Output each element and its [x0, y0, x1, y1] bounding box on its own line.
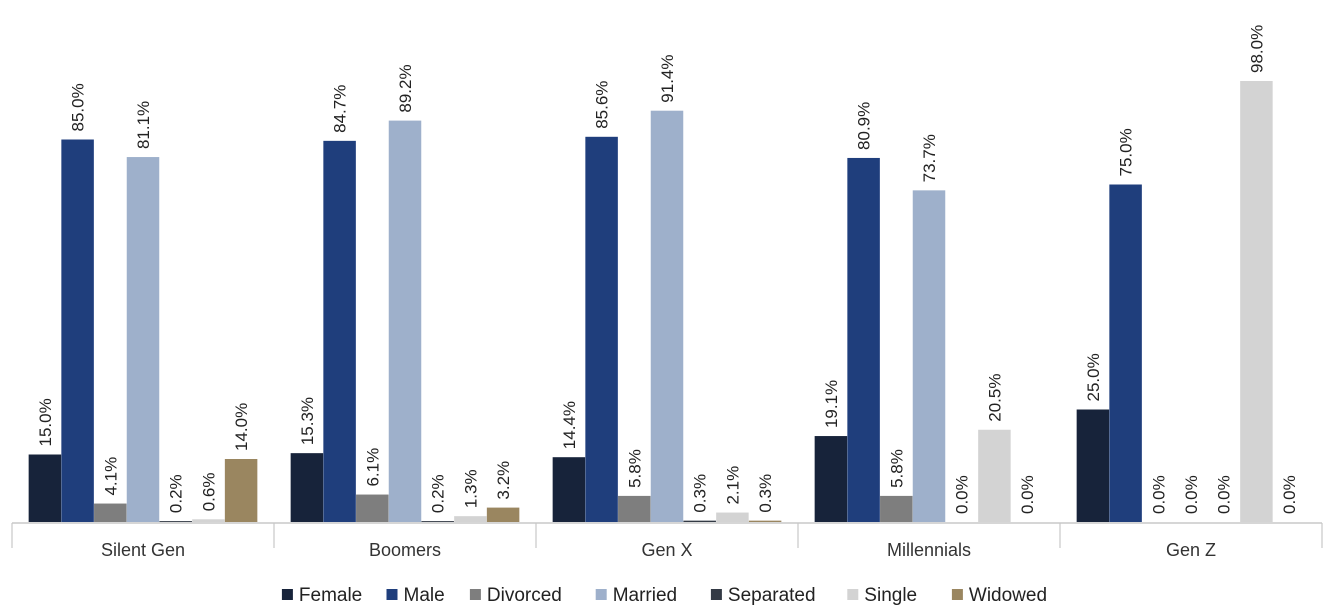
value-label-gen-z-divorced: 0.0%	[1149, 475, 1168, 514]
bar-silent-gen-separated	[159, 521, 192, 522]
value-label-silent-gen-male: 85.0%	[69, 83, 88, 131]
bar-gen-x-divorced	[618, 495, 651, 522]
bar-millennials-female	[814, 436, 848, 522]
category-label-gen-z: Gen Z	[1166, 540, 1216, 560]
bar-millennials-single	[978, 429, 1011, 522]
bar-millennials-divorced	[880, 495, 913, 522]
legend-item-single: Single	[847, 585, 917, 606]
value-label-silent-gen-separated: 0.2%	[167, 474, 186, 513]
legend-label-widowed: Widowed	[969, 585, 1047, 606]
bar-gen-x-separated	[683, 520, 716, 522]
value-label-gen-x-divorced: 5.8%	[625, 449, 644, 488]
value-label-boomers-separated: 0.2%	[429, 474, 448, 513]
bar-gen-x-married	[650, 110, 684, 522]
legend-label-divorced: Divorced	[487, 585, 562, 606]
bar-silent-gen-male	[61, 139, 94, 522]
value-label-millennials-male: 80.9%	[855, 102, 874, 150]
legend-swatch-female	[281, 589, 293, 600]
legend: Female Male Divorced Married Separated Single…	[281, 585, 1047, 606]
legend-item-widowed: Widowed	[951, 585, 1047, 606]
value-label-gen-z-single: 98.0%	[1247, 25, 1266, 73]
legend-swatch-single	[847, 589, 859, 600]
legend-label-male: Male	[404, 585, 445, 606]
bar-millennials-male	[847, 157, 880, 522]
category-label-gen-x: Gen X	[641, 540, 692, 560]
bar-boomers-separated	[421, 521, 454, 522]
value-label-millennials-married: 73.7%	[920, 134, 939, 182]
bar-gen-x-single	[716, 512, 749, 522]
bar-gen-x-widowed	[748, 520, 782, 522]
legend-label-single: Single	[864, 585, 917, 606]
value-label-millennials-separated: 0.0%	[953, 475, 972, 514]
value-label-boomers-male: 84.7%	[331, 85, 350, 133]
bar-silent-gen-single	[192, 519, 225, 522]
category-label-silent-gen: Silent Gen	[101, 540, 185, 560]
value-label-gen-z-widowed: 0.0%	[1280, 475, 1299, 514]
value-label-boomers-single: 1.3%	[461, 469, 480, 508]
value-label-gen-z-female: 25.0%	[1084, 353, 1103, 401]
value-label-gen-x-single: 2.1%	[723, 466, 742, 505]
bar-silent-gen-female	[28, 454, 62, 522]
value-label-gen-x-widowed: 0.3%	[756, 474, 775, 513]
value-label-gen-z-married: 0.0%	[1182, 475, 1201, 514]
value-label-millennials-widowed: 0.0%	[1018, 475, 1037, 514]
legend-swatch-male	[386, 589, 398, 600]
legend-item-divorced: Divorced	[469, 585, 562, 606]
value-label-millennials-single: 20.5%	[985, 374, 1004, 422]
bar-gen-z-single	[1240, 81, 1273, 522]
bar-boomers-married	[388, 120, 422, 522]
value-label-boomers-female: 15.3%	[298, 397, 317, 445]
bar-silent-gen-married	[126, 157, 160, 523]
bar-boomers-single	[454, 516, 487, 522]
value-label-silent-gen-divorced: 4.1%	[101, 457, 120, 496]
bar-boomers-divorced	[356, 494, 389, 522]
legend-label-separated: Separated	[728, 585, 816, 606]
value-label-boomers-divorced: 6.1%	[363, 448, 382, 487]
bar-boomers-widowed	[486, 507, 520, 522]
value-label-gen-z-male: 75.0%	[1117, 128, 1136, 176]
legend-swatch-divorced	[469, 589, 481, 600]
legend-item-married: Married	[595, 585, 677, 606]
value-label-gen-z-separated: 0.0%	[1215, 475, 1234, 514]
value-label-millennials-divorced: 5.8%	[887, 449, 906, 488]
category-label-millennials: Millennials	[887, 540, 971, 560]
bar-gen-x-female	[552, 457, 586, 522]
value-label-boomers-married: 89.2%	[396, 64, 415, 112]
x-axis-ticks	[11, 523, 1323, 548]
bar-gen-z-female	[1076, 409, 1110, 522]
legend-item-female: Female	[281, 585, 362, 606]
value-label-gen-x-married: 91.4%	[658, 54, 677, 102]
value-label-boomers-widowed: 3.2%	[494, 461, 513, 500]
category-label-boomers: Boomers	[369, 540, 441, 560]
legend-label-female: Female	[299, 585, 362, 606]
value-label-silent-gen-widowed: 14.0%	[232, 403, 251, 451]
bar-millennials-married	[912, 190, 946, 522]
value-label-gen-x-separated: 0.3%	[691, 474, 710, 513]
legend-swatch-widowed	[951, 589, 963, 600]
bar-silent-gen-widowed	[224, 459, 258, 522]
legend-swatch-married	[595, 589, 607, 600]
legend-item-separated: Separated	[710, 585, 816, 606]
value-label-silent-gen-married: 81.1%	[134, 101, 153, 149]
value-label-silent-gen-female: 15.0%	[36, 398, 55, 446]
bar-gen-x-male	[585, 136, 618, 523]
bars-layer	[28, 81, 1273, 523]
bar-silent-gen-divorced	[94, 503, 127, 522]
value-labels-layer: 15.0% 85.0% 4.1% 81.1% 0.2% 0.6% 14.0% 15.3% 84.…	[36, 25, 1299, 514]
value-label-gen-x-female: 14.4%	[560, 401, 579, 449]
value-label-millennials-female: 19.1%	[822, 380, 841, 428]
value-label-silent-gen-single: 0.6%	[199, 473, 218, 512]
legend-label-married: Married	[613, 585, 677, 606]
bar-boomers-female	[290, 453, 324, 522]
legend-swatch-separated	[710, 589, 722, 600]
category-labels: Silent Gen Boomers Gen X Millennials Gen Z	[101, 540, 1216, 560]
value-label-gen-x-male: 85.6%	[593, 81, 612, 129]
bar-boomers-male	[323, 140, 356, 522]
legend-item-male: Male	[386, 585, 445, 606]
bar-gen-z-male	[1109, 184, 1142, 522]
